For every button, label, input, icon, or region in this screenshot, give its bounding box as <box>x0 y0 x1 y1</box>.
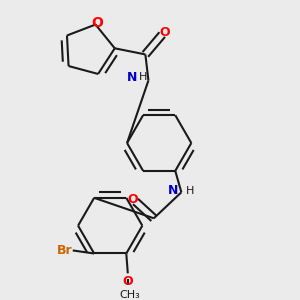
Text: O: O <box>122 275 133 288</box>
Text: CH₃: CH₃ <box>119 290 140 300</box>
Text: O: O <box>128 193 138 206</box>
Text: O: O <box>159 26 170 39</box>
Text: O: O <box>91 16 103 30</box>
Text: H: H <box>186 186 195 196</box>
Text: N: N <box>168 184 178 197</box>
Text: N: N <box>126 71 137 84</box>
Text: Br: Br <box>57 244 73 257</box>
Text: H: H <box>132 72 147 82</box>
